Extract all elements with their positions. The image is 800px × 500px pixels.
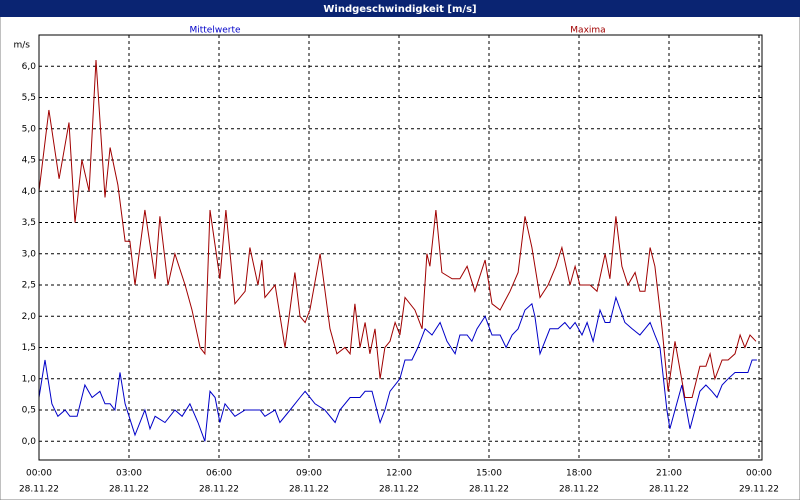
x-tick-label: 00:00	[26, 469, 52, 479]
x-tick-date: 28.11.22	[379, 485, 419, 495]
y-tick-label: 3,0	[22, 249, 37, 259]
y-tick-label: 6,0	[22, 62, 37, 72]
y-tick-label: 0,5	[22, 406, 36, 416]
x-tick-date: 28.11.22	[109, 485, 149, 495]
x-tick-label: 03:00	[116, 469, 142, 479]
x-tick-date: 28.11.22	[199, 485, 239, 495]
data-line	[38, 295, 757, 442]
x-tick-label: 15:00	[476, 469, 502, 479]
y-tick-label: 4,0	[22, 187, 37, 197]
y-tick-label: 1,0	[22, 374, 37, 384]
x-tick-label: 18:00	[566, 469, 592, 479]
y-axis-label: m/s	[14, 41, 31, 51]
x-tick-label: 12:00	[386, 469, 412, 479]
y-tick-label: 4,5	[22, 156, 36, 166]
x-tick-date: 28.11.22	[469, 485, 509, 495]
x-tick-label: 09:00	[296, 469, 322, 479]
legend-label: Maxima	[570, 26, 605, 36]
data-line	[38, 59, 757, 398]
y-tick-label: 0,0	[22, 437, 37, 447]
plot-area	[38, 34, 763, 461]
x-tick-date: 28.11.22	[19, 485, 59, 495]
y-tick-label: 3,5	[22, 218, 36, 228]
x-tick-date: 28.11.22	[649, 485, 689, 495]
plot-frame	[38, 34, 763, 461]
y-tick-label: 1,5	[22, 343, 36, 353]
y-tick-label: 2,0	[22, 312, 37, 322]
title-bar	[0, 0, 800, 17]
x-tick-label: 06:00	[206, 469, 232, 479]
x-tick-date: 28.11.22	[559, 485, 599, 495]
y-tick-label: 2,5	[22, 281, 36, 291]
x-tick-date: 28.11.22	[289, 485, 329, 495]
chart-title: Windgeschwindigkeit [m/s]	[323, 4, 476, 15]
x-tick-label: 00:00	[746, 469, 772, 479]
x-tick-date: 29.11.22	[739, 485, 779, 495]
y-tick-label: 5,0	[22, 124, 37, 134]
legend-label: Mittelwerte	[189, 26, 240, 36]
x-tick-label: 21:00	[656, 469, 682, 479]
y-tick-label: 5,5	[22, 93, 36, 103]
